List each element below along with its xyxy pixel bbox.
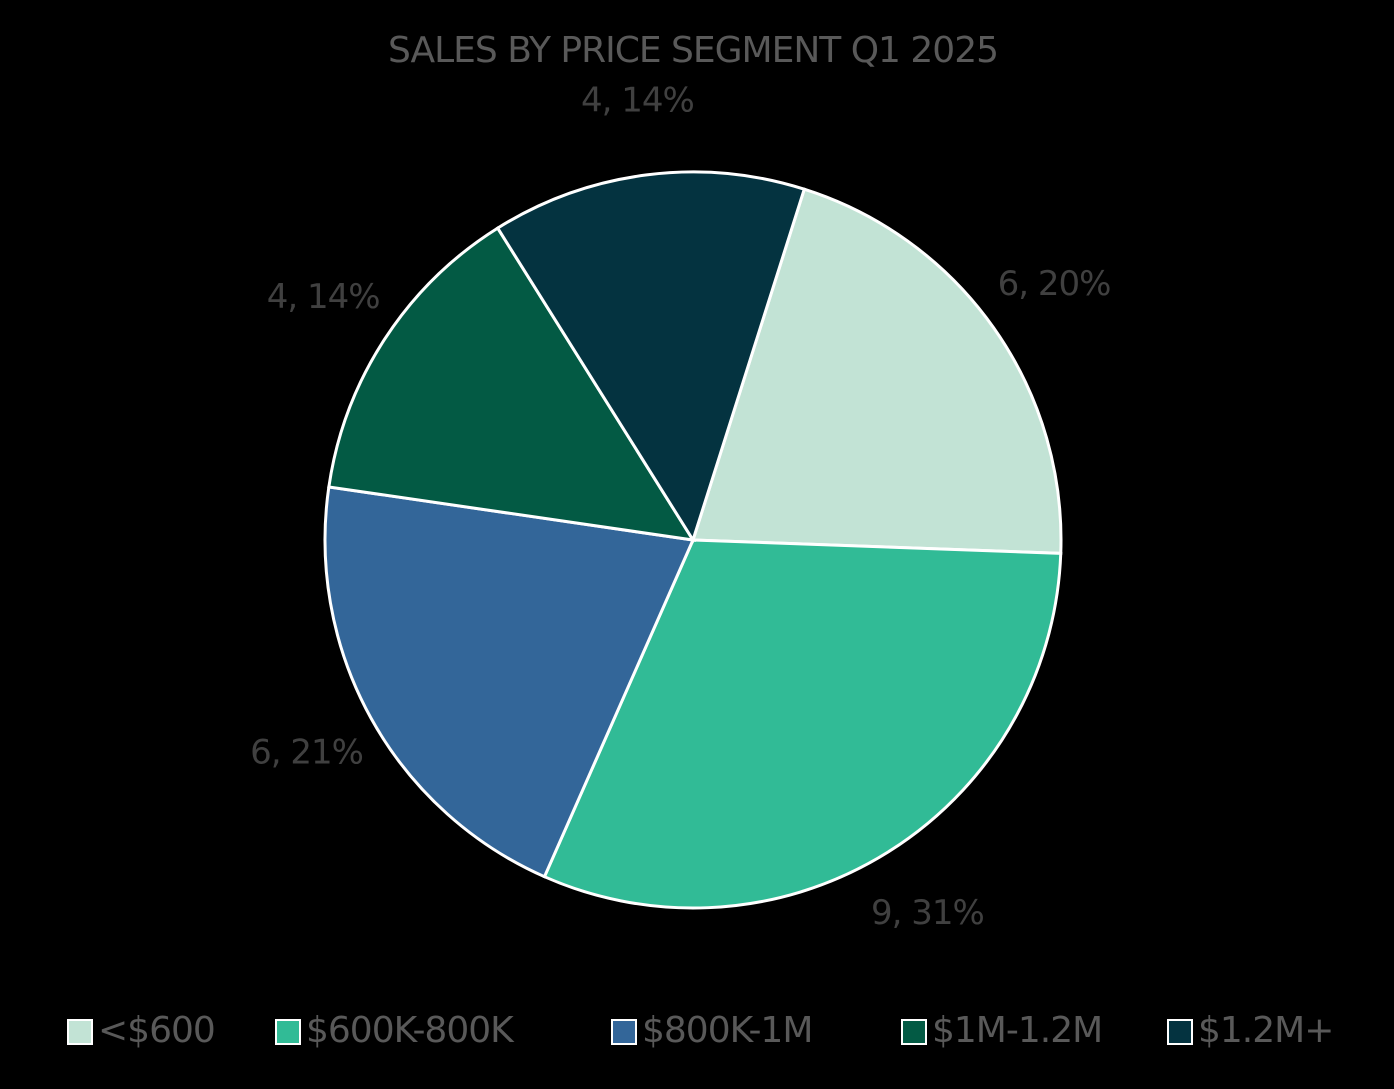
data-label: 4, 14% <box>267 277 380 317</box>
legend-swatch <box>901 1019 927 1045</box>
pie-slice <box>327 226 696 542</box>
legend-label: $800K-1M <box>642 1010 812 1051</box>
legend-swatch <box>275 1019 301 1045</box>
pie-slice <box>323 485 696 879</box>
pie-slice <box>690 187 1063 555</box>
chart-title: SALES BY PRICE SEGMENT Q1 2025 <box>388 30 998 71</box>
legend-swatch <box>1167 1019 1193 1045</box>
legend-swatch <box>67 1019 93 1045</box>
pie-slice <box>542 538 1063 910</box>
pie-slice <box>495 170 807 544</box>
legend-label: $600K-800K <box>306 1010 515 1051</box>
legend-label: $1M-1.2M <box>932 1010 1102 1051</box>
legend-swatch <box>611 1019 637 1045</box>
legend-label: $1.2M+ <box>1198 1010 1333 1051</box>
data-label: 6, 21% <box>250 732 363 772</box>
legend-label: <$600 <box>98 1010 215 1051</box>
data-label: 6, 20% <box>998 264 1111 304</box>
data-label: 4, 14% <box>581 80 694 120</box>
pie <box>323 170 1063 910</box>
data-label: 9, 31% <box>871 893 984 933</box>
